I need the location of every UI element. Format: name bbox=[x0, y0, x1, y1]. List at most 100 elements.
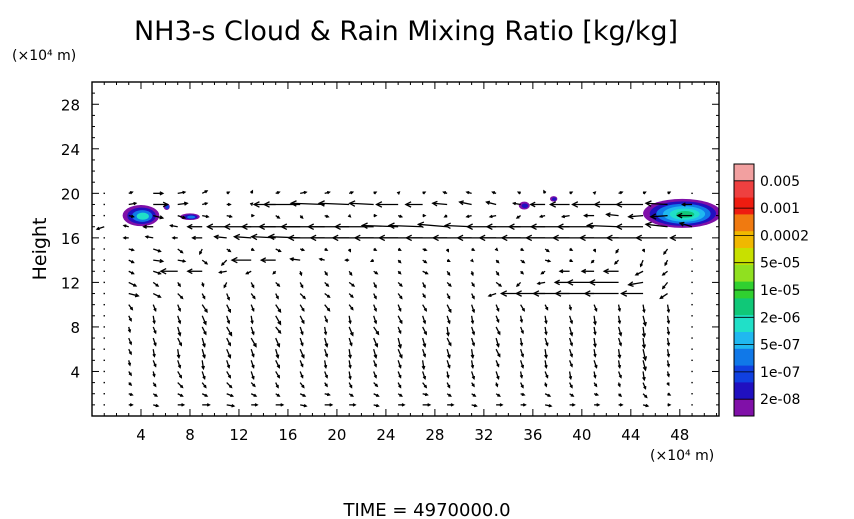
wind-vector bbox=[373, 293, 377, 300]
colorbar-segment bbox=[734, 399, 754, 417]
wind-vector bbox=[153, 201, 170, 208]
wind-vector bbox=[471, 293, 475, 300]
wind-vector bbox=[177, 326, 182, 337]
wind-vector bbox=[666, 382, 670, 387]
wind-vector bbox=[446, 293, 451, 300]
wind-vector bbox=[128, 259, 135, 264]
wind-vector bbox=[348, 200, 374, 207]
wind-vector bbox=[201, 304, 208, 314]
wind-vector bbox=[397, 371, 402, 379]
wind-vector bbox=[560, 214, 570, 219]
wind-vector bbox=[691, 359, 693, 362]
wind-vector bbox=[177, 360, 182, 369]
wind-vector bbox=[202, 214, 210, 219]
wind-vector bbox=[226, 214, 233, 218]
wind-vector bbox=[519, 348, 525, 358]
wind-vector bbox=[422, 326, 427, 336]
wind-vector bbox=[347, 214, 352, 218]
wind-vector bbox=[348, 337, 353, 347]
wind-vector bbox=[275, 215, 281, 219]
wind-vector bbox=[324, 348, 329, 358]
wind-vector bbox=[103, 292, 105, 295]
wind-vector bbox=[634, 270, 644, 276]
wind-vector bbox=[324, 371, 328, 379]
wind-vector bbox=[520, 403, 527, 407]
wind-vector bbox=[318, 257, 325, 262]
wind-vector bbox=[250, 337, 257, 348]
wind-vector bbox=[128, 292, 140, 298]
wind-vector bbox=[128, 382, 133, 387]
wind-vector bbox=[103, 281, 105, 284]
wind-vector bbox=[544, 349, 548, 360]
wind-vector bbox=[177, 304, 181, 312]
wind-vector bbox=[275, 337, 281, 348]
wind-vector bbox=[617, 337, 623, 347]
wind-vector bbox=[128, 348, 132, 356]
colorbar-segment bbox=[734, 264, 754, 283]
wind-vector bbox=[520, 304, 525, 312]
wind-vector bbox=[344, 258, 350, 262]
wind-vector bbox=[519, 360, 525, 369]
wind-vector bbox=[299, 382, 305, 389]
wind-vector bbox=[226, 371, 232, 379]
wind-vector bbox=[590, 259, 595, 264]
wind-vector bbox=[397, 293, 403, 300]
wind-vector bbox=[666, 371, 670, 378]
colorbar-label: 1e-07 bbox=[760, 365, 800, 381]
wind-vector bbox=[267, 233, 301, 241]
wind-vector bbox=[519, 371, 524, 379]
wind-vector bbox=[348, 393, 354, 397]
wind-vector bbox=[324, 315, 328, 324]
wind-vector bbox=[691, 248, 693, 250]
wind-vector bbox=[177, 315, 182, 325]
wind-vector bbox=[470, 349, 475, 360]
wind-vector bbox=[324, 281, 330, 288]
wind-vector bbox=[422, 371, 427, 381]
wind-vector bbox=[520, 392, 526, 396]
x-tick-label: 4 bbox=[136, 426, 146, 444]
wind-vector bbox=[548, 201, 570, 208]
wind-vector bbox=[495, 393, 501, 397]
wind-vector bbox=[226, 393, 235, 398]
wind-vector bbox=[152, 382, 157, 388]
wind-vector bbox=[159, 268, 178, 275]
wind-vector bbox=[250, 393, 258, 397]
wind-vector bbox=[177, 282, 181, 288]
wind-vector bbox=[152, 349, 156, 358]
wind-vector bbox=[471, 403, 478, 408]
wind-vector bbox=[177, 337, 182, 347]
wind-vector bbox=[324, 382, 328, 388]
wind-vector bbox=[324, 214, 330, 218]
wind-vector bbox=[226, 348, 232, 359]
wind-vector bbox=[666, 337, 671, 347]
wind-vector bbox=[520, 382, 524, 389]
wind-vector bbox=[348, 371, 352, 381]
wind-vector bbox=[103, 214, 105, 217]
wind-vector bbox=[569, 258, 574, 263]
wind-vector bbox=[201, 349, 206, 359]
wind-vector bbox=[317, 200, 350, 207]
wind-vector bbox=[446, 304, 452, 314]
wind-vector bbox=[568, 348, 574, 358]
wind-vector bbox=[593, 315, 597, 326]
wind-vector bbox=[617, 304, 622, 313]
cloud-contour bbox=[136, 212, 149, 220]
wind-vector bbox=[421, 360, 426, 371]
wind-vector bbox=[593, 360, 598, 369]
wind-vector bbox=[230, 256, 252, 264]
wind-vector bbox=[201, 337, 206, 348]
chart-title: NH3-s Cloud & Rain Mixing Ratio [kg/kg] bbox=[134, 16, 678, 47]
wind-vector bbox=[544, 315, 548, 325]
wind-vector bbox=[512, 201, 521, 206]
wind-vector bbox=[299, 293, 306, 300]
wind-vector bbox=[422, 348, 427, 358]
wind-vector-layer bbox=[95, 189, 693, 408]
wind-vector bbox=[602, 268, 619, 275]
wind-vector bbox=[152, 281, 160, 287]
wind-vector bbox=[471, 282, 475, 288]
wind-vector bbox=[348, 281, 356, 287]
colorbar-segment bbox=[734, 180, 754, 199]
wind-vector bbox=[495, 259, 500, 264]
wind-vector bbox=[583, 290, 619, 297]
wind-vector bbox=[422, 315, 427, 325]
